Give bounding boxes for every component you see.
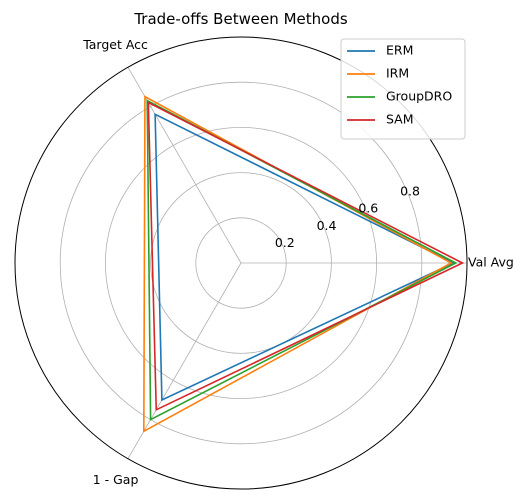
legend-box <box>340 38 466 140</box>
axis-label: Val Avg <box>468 255 514 270</box>
radial-tick-label: 0.6 <box>358 201 378 216</box>
series-line-erm <box>154 112 456 402</box>
legend-label: GroupDRO <box>386 89 452 104</box>
legend-label: IRM <box>386 66 409 81</box>
series-line-sam <box>147 101 465 412</box>
axis-label: Target Acc <box>82 37 148 52</box>
chart-title: Trade-offs Between Methods <box>133 10 348 28</box>
labels: 0.2 0.4 0.6 0.8 Val Avg Target Acc 1 - Gap <box>82 37 514 487</box>
radial-tick-label: 0.2 <box>275 235 295 250</box>
radial-tick-label: 0.4 <box>317 218 337 233</box>
polar-frame <box>14 36 468 490</box>
series-line-groupdro <box>146 99 458 421</box>
legend-label: SAM <box>386 112 414 127</box>
series-line-irm <box>143 95 453 433</box>
series-layer <box>143 95 465 433</box>
radial-tick-label: 0.8 <box>400 183 420 198</box>
legend-label: ERM <box>386 43 413 58</box>
legend: ERM IRM GroupDRO SAM <box>340 38 466 140</box>
grid <box>14 36 468 490</box>
grid-spoke <box>127 262 242 459</box>
axis-label: 1 - Gap <box>93 472 139 487</box>
